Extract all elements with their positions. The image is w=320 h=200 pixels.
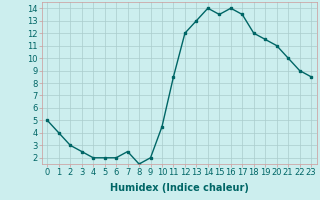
X-axis label: Humidex (Indice chaleur): Humidex (Indice chaleur) (110, 183, 249, 193)
